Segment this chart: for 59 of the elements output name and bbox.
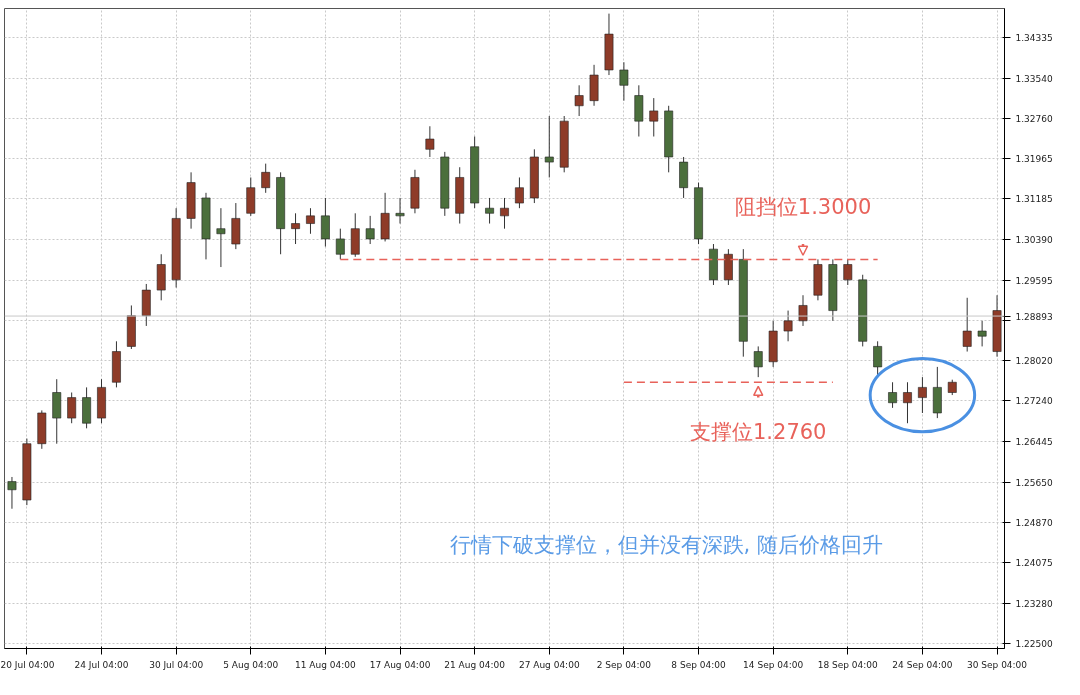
candlestick (425, 125, 435, 158)
candlestick (335, 228, 345, 260)
candlestick (261, 163, 271, 194)
candlestick (216, 207, 226, 268)
candlestick (888, 381, 897, 409)
x-tick-label: 5 Aug 04:00 (223, 659, 279, 670)
candlestick (977, 320, 987, 347)
annotation: 支撑位1.2760 (689, 420, 827, 445)
candlestick (485, 197, 494, 225)
y-tick-label: 1.25650 (1015, 477, 1053, 488)
x-tick-label: 24 Jul 04:00 (74, 659, 129, 670)
y-tick-label: 1.33540 (1015, 73, 1053, 84)
candlestick (783, 310, 793, 342)
x-tick-label: 14 Sep 04:00 (743, 659, 804, 670)
x-tick-label: 20 Jul 04:00 (0, 659, 55, 670)
y-tick-label: 1.29595 (1015, 275, 1053, 286)
candlestick (918, 376, 927, 414)
candlestick (544, 115, 554, 178)
x-tick-label: 18 Sep 04:00 (817, 659, 879, 670)
x-tick-label: 8 Sep 04:00 (671, 659, 726, 670)
candlestick (962, 297, 972, 353)
y-tick-label: 1.31965 (1015, 154, 1053, 165)
candlestick (67, 392, 77, 424)
x-tick-label: 30 Sep 04:00 (967, 659, 1028, 670)
candlestick (649, 97, 659, 137)
candlestick (365, 215, 375, 245)
candlestick (619, 61, 629, 102)
y-tick-label: 1.30390 (1015, 234, 1053, 245)
candlestick (395, 197, 405, 225)
candlestick (306, 207, 315, 235)
candlestick (903, 381, 912, 424)
annotation: 行情下破支撑位，但并没有深跌, 随后价格回升 (449, 532, 883, 557)
y-tick-label: 1.28020 (1015, 356, 1053, 367)
candlestick (320, 197, 330, 248)
y-tick-label: 1.34335 (1015, 32, 1053, 43)
candlestick (291, 212, 300, 245)
y-tick-label: 1.26445 (1015, 436, 1053, 447)
x-tick-label: 17 Aug 04:00 (369, 659, 431, 670)
x-tick-label: 27 Aug 04:00 (518, 659, 580, 670)
x-tick-label: 11 Aug 04:00 (295, 659, 357, 670)
annotation: 阻挡位1.3000 (734, 195, 872, 220)
x-tick-label: 24 Sep 04:00 (892, 659, 953, 670)
y-tick-label: 1.22500 (1015, 638, 1053, 649)
y-tick-label: 1.27240 (1015, 396, 1053, 407)
candlestick (843, 258, 853, 286)
x-tick-label: 2 Sep 04:00 (596, 659, 652, 670)
y-tick-label: 1.23280 (1015, 598, 1053, 609)
ref-line-label: 1.28893 (1015, 311, 1053, 322)
y-tick-label: 1.31185 (1015, 194, 1053, 205)
candlestick (753, 345, 763, 378)
y-tick-label: 1.24075 (1015, 558, 1053, 569)
candlestick (7, 476, 17, 510)
x-tick-label: 21 Aug 04:00 (444, 659, 506, 670)
candlestick (500, 197, 509, 230)
x-tick-label: 30 Jul 04:00 (149, 659, 204, 670)
y-tick-label: 1.24870 (1015, 517, 1053, 528)
candlestick (574, 84, 584, 117)
candlestick (515, 176, 524, 209)
y-tick-label: 1.32760 (1015, 113, 1053, 124)
